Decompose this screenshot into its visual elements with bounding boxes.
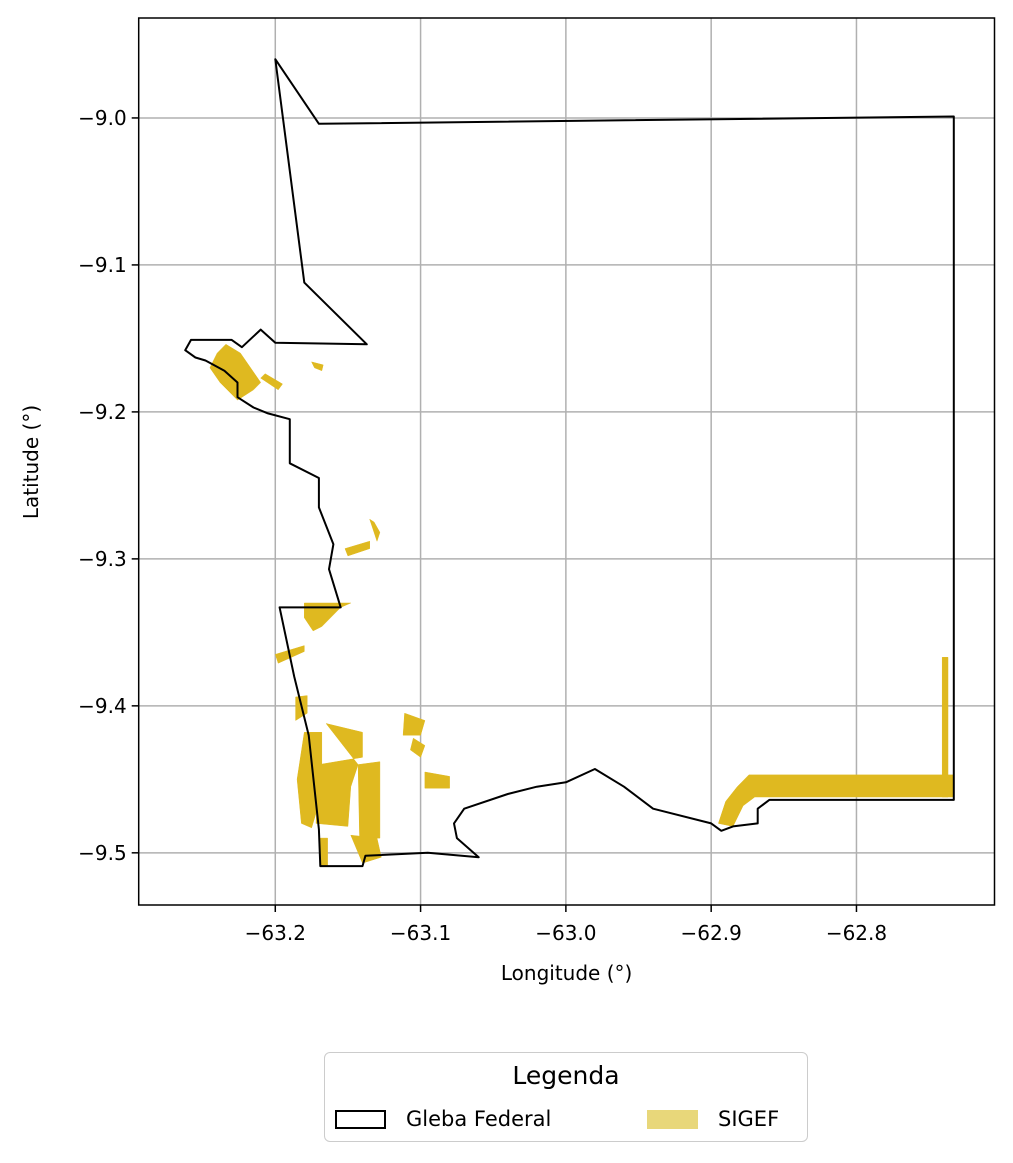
sigef-parcel [358,762,380,838]
y-tick-label: −9.4 [78,694,127,718]
legend-entry-gleba-federal: Gleba Federal [335,1105,551,1133]
legend: Legenda Gleba Federal SIGEF [324,1052,808,1142]
fill-swatch [647,1110,698,1129]
x-tick-label: −63.2 [245,921,306,945]
y-tick-label: −9.3 [78,547,127,571]
y-tick-label: −9.1 [78,253,127,277]
x-tick-label: −62.8 [826,921,887,945]
map-plot: −63.2 −63.1 −63.0 −62.9 −62.8 −9.0−9.1−9.2−9… [0,0,1013,1040]
y-tick-label: −9.5 [78,841,127,865]
x-axis-label: Longitude (°) [501,961,632,985]
y-tick-label: −9.2 [78,400,127,424]
y-axis-ticks: −9.0 −9.1 −9.2 −9.3 −9.4 −9.5 [78,106,139,865]
sigef-parcel [942,657,948,797]
legend-title: Legenda [325,1061,807,1090]
x-axis-ticks: −63.2 −63.1 −63.0 −62.9 −62.8 [245,905,887,945]
sigef-parcel [320,838,327,866]
y-tick-label: −9.0 [78,106,127,130]
x-tick-label: −63.1 [390,921,451,945]
x-tick-label: −63.0 [535,921,596,945]
outline-swatch [335,1110,386,1129]
legend-entry-sigef: SIGEF [647,1105,779,1133]
y-axis-label: Latitude (°) [19,405,43,519]
legend-label-gleba-federal: Gleba Federal [406,1107,551,1131]
legend-label-sigef: SIGEF [718,1107,779,1131]
x-tick-label: −62.9 [681,921,742,945]
